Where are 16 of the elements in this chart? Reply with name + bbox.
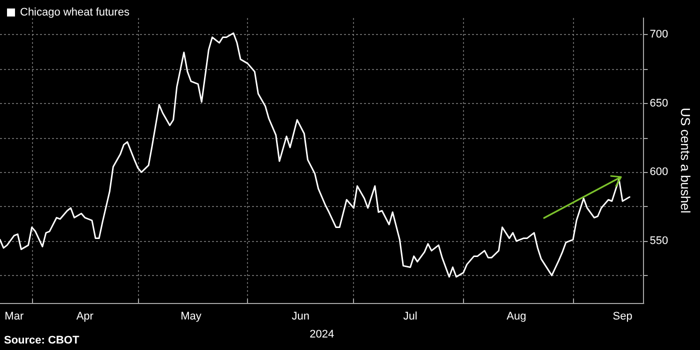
x-tick-label: Mar: [4, 310, 24, 322]
x-axis-title: 2024: [310, 328, 334, 340]
x-tick-label: Jun: [292, 310, 310, 322]
x-tick-label: Aug: [506, 310, 526, 322]
legend-label: Chicago wheat futures: [20, 6, 130, 18]
y-tick-label: 600: [650, 166, 668, 178]
y-tick-label: 650: [650, 97, 668, 110]
x-tick-label: Apr: [76, 310, 94, 322]
y-tick-label: 550: [650, 235, 668, 248]
x-tick-label: May: [180, 310, 202, 322]
line-series: [0, 32, 630, 278]
x-tick-label: Jul: [403, 310, 418, 322]
source-note: Source: CBOT: [4, 334, 80, 346]
y-axis-title: US cents a bushel: [678, 108, 693, 214]
y-tick-label: 700: [650, 28, 668, 41]
x-tick-label: Sep: [612, 310, 632, 322]
